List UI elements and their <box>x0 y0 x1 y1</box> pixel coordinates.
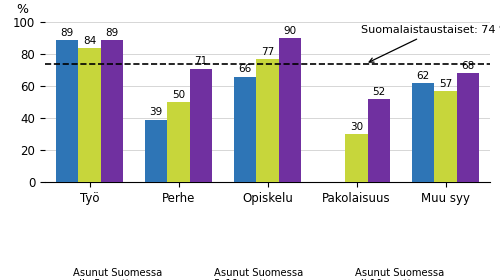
Text: 89: 89 <box>60 27 74 38</box>
Bar <box>234 77 256 182</box>
Text: 89: 89 <box>105 27 118 38</box>
Text: 66: 66 <box>238 64 252 74</box>
Text: 62: 62 <box>416 71 430 81</box>
Text: 30: 30 <box>350 122 363 132</box>
Text: 68: 68 <box>461 61 474 71</box>
Bar <box>368 99 390 182</box>
Text: Suomalaistaustaiset: 74 %: Suomalaistaustaiset: 74 % <box>361 25 500 62</box>
Text: 77: 77 <box>261 47 274 57</box>
Bar <box>346 134 368 182</box>
Bar <box>100 40 123 182</box>
Text: 71: 71 <box>194 56 207 66</box>
Bar <box>434 91 456 182</box>
Bar <box>456 73 479 182</box>
Text: 84: 84 <box>83 36 96 46</box>
Text: 57: 57 <box>439 79 452 89</box>
Bar <box>168 102 190 182</box>
Legend: Asunut Suomessa
alle 5 vuotta
(muuttanut 2010–2013), Asunut Suomessa
5–10 vuotta: Asunut Suomessa alle 5 vuotta (muuttanut… <box>52 263 482 280</box>
Bar <box>145 120 168 182</box>
Bar <box>190 69 212 182</box>
Bar <box>412 83 434 182</box>
Bar <box>278 38 301 182</box>
Bar <box>56 40 78 182</box>
Text: %: % <box>16 3 28 16</box>
Text: 90: 90 <box>283 26 296 36</box>
Text: 52: 52 <box>372 87 386 97</box>
Text: 39: 39 <box>150 107 163 117</box>
Bar <box>78 48 100 182</box>
Bar <box>256 59 278 182</box>
Text: 50: 50 <box>172 90 185 100</box>
